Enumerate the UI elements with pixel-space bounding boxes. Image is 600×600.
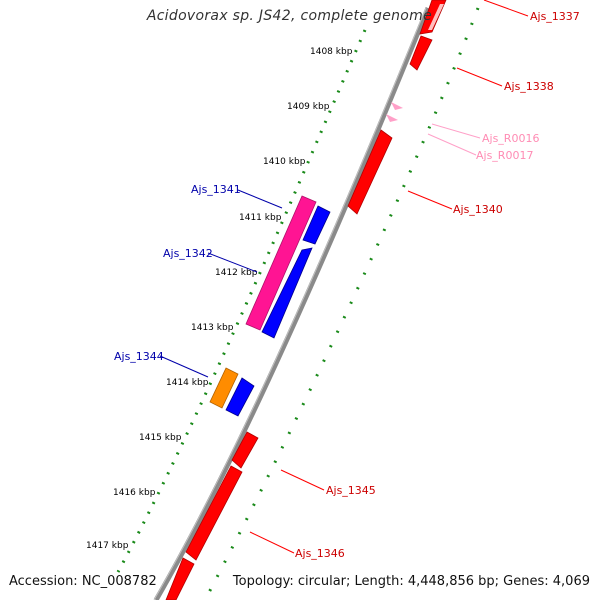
gene-ajs-1346[interactable]	[185, 465, 243, 561]
genome-title-text: Acidovorax sp. JS42, complete genome	[146, 8, 432, 24]
gene-label[interactable]: Ajs_1340	[453, 203, 503, 216]
tick-label: 1411 kbp	[239, 213, 282, 223]
accession-text: Accession: NC_008782	[9, 574, 157, 589]
tick-label: 1415 kbp	[139, 433, 182, 443]
gene-ajs-r0016[interactable]	[391, 102, 403, 110]
gene-label[interactable]: Ajs_1346	[295, 547, 345, 560]
gene-ajs-r0017[interactable]	[386, 114, 398, 122]
leader-ajs-1344	[159, 355, 209, 378]
tick-label: 1413 kbp	[191, 323, 234, 333]
tick-label: 1412 kbp	[215, 268, 258, 278]
gc-track	[203, 7, 480, 600]
tick-label: 1408 kbp	[310, 47, 353, 57]
leader-ajs-1345	[280, 469, 325, 491]
topology-text: Topology: circular; Length: 4,448,856 bp…	[232, 574, 590, 589]
leader-ajs-r0016	[431, 123, 481, 139]
leader-ajs-1340	[407, 190, 453, 210]
gene-ajs-1345[interactable]	[231, 431, 259, 469]
leader-ajs-1346	[249, 531, 295, 554]
genome-title: Acidovorax sp. JS42, complete genome	[0, 8, 600, 28]
leader-ajs-1342	[207, 252, 258, 273]
gene-label[interactable]: Ajs_1338	[504, 80, 554, 93]
tick-ruler	[116, 29, 367, 573]
tick-label: 1416 kbp	[113, 488, 156, 498]
genome-backbone-highlight	[153, 7, 427, 600]
gene-ajs-1342-a[interactable]	[302, 205, 331, 245]
leader-ajs-r0017	[427, 133, 477, 156]
leader-ajs-1341	[237, 189, 283, 209]
gene-label[interactable]: Ajs_R0017	[476, 149, 533, 162]
gene-label[interactable]: Ajs_1345	[326, 484, 376, 497]
gene-label[interactable]: Ajs_1344	[114, 350, 164, 363]
gene-ajs-1338[interactable]	[409, 35, 433, 71]
tick-label: 1409 kbp	[287, 102, 330, 112]
gene-ajs-1340[interactable]	[347, 129, 393, 215]
leader-ajs-1338	[456, 67, 503, 87]
tick-label: 1414 kbp	[166, 378, 209, 388]
gene-ajs-1344-b[interactable]	[225, 377, 255, 417]
tick-label: 1417 kbp	[86, 541, 129, 551]
genome-backbone	[153, 7, 431, 600]
gene-ajs-1344[interactable]	[209, 367, 239, 409]
gene-ajs-1342[interactable]	[261, 247, 313, 339]
gene-ajs-1341[interactable]	[245, 195, 317, 331]
leader-ajs-1337	[483, 0, 529, 17]
gene-ajs-1347[interactable]	[165, 557, 195, 600]
tick-label: 1410 kbp	[263, 157, 306, 167]
gene-label[interactable]: Ajs_1337	[530, 10, 580, 23]
gene-ajs-1337-white	[428, 4, 444, 30]
gene-label[interactable]: Ajs_1342	[163, 247, 213, 260]
gene-label[interactable]: Ajs_R0016	[482, 132, 539, 145]
gene-label[interactable]: Ajs_1341	[191, 183, 241, 196]
